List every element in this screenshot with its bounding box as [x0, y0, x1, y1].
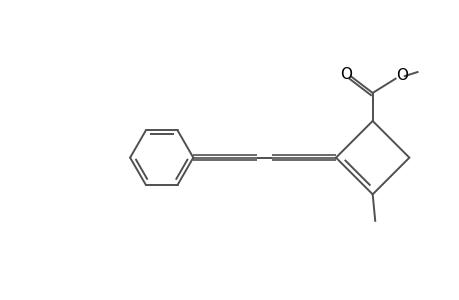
Text: O: O	[395, 68, 407, 83]
Text: O: O	[340, 67, 352, 82]
